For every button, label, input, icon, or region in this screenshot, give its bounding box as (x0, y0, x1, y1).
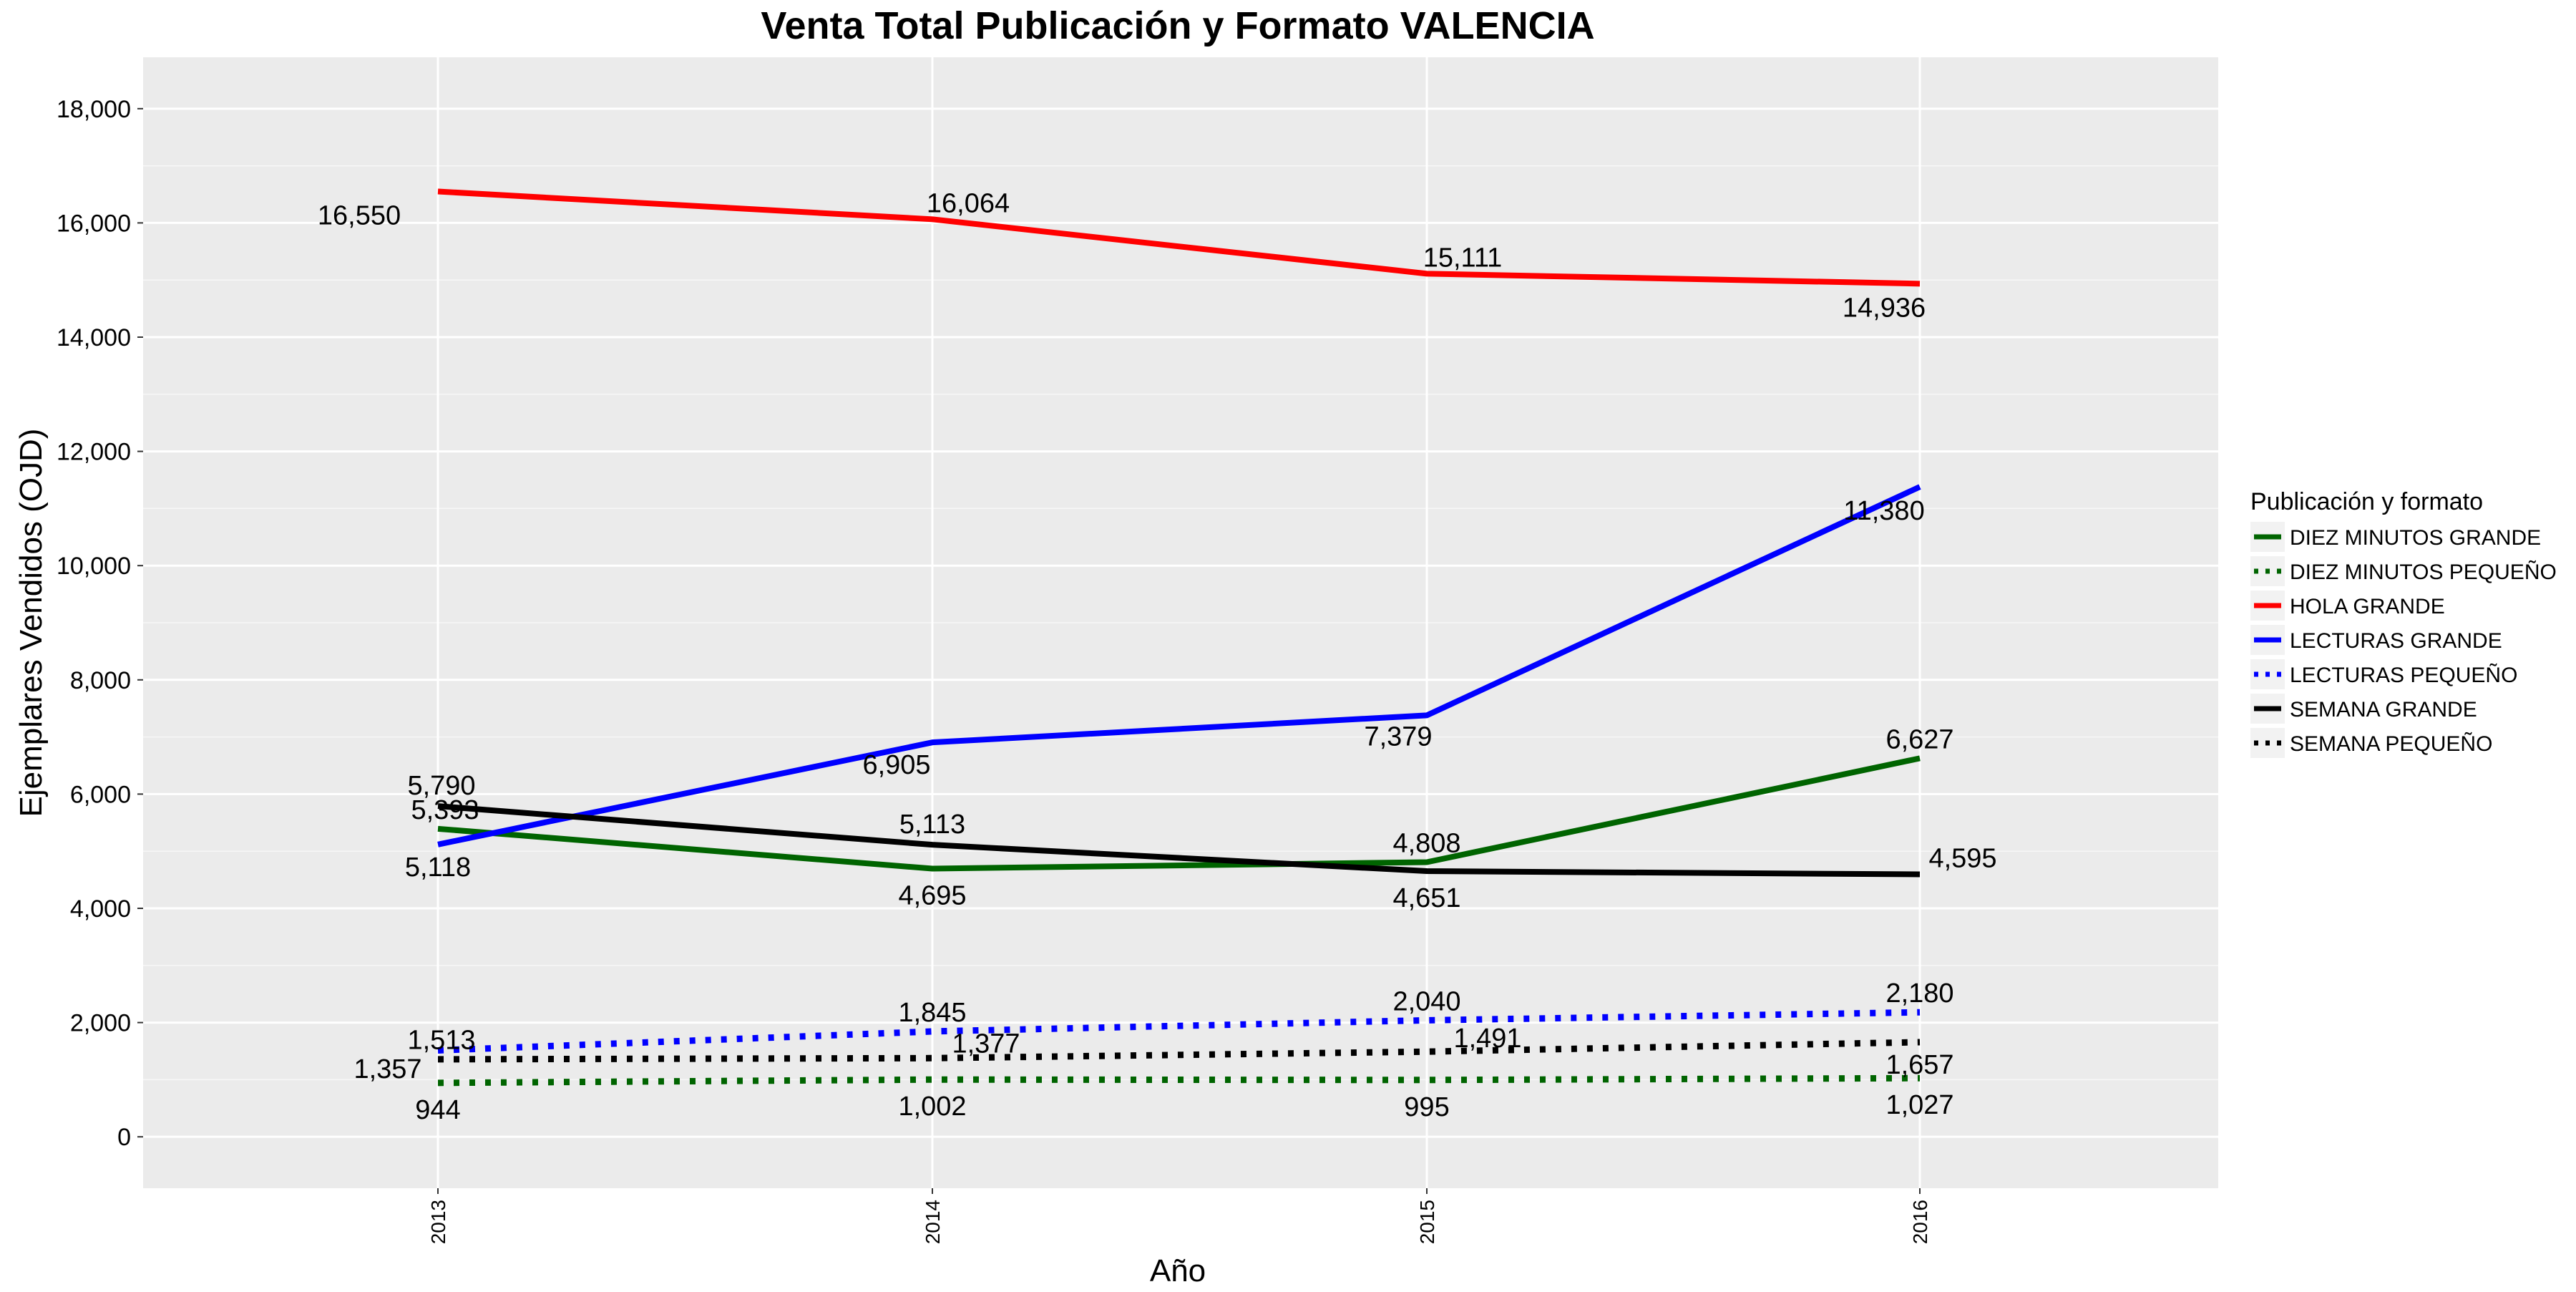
legend-items: DIEZ MINUTOS GRANDE DIEZ MINUTOS PEQUEÑO H… (2250, 522, 2557, 758)
x-axis: 2013 2014 2015 2016 (427, 1188, 1931, 1244)
y-tick-label: 6,000 (70, 781, 131, 808)
data-label: 944 (415, 1095, 460, 1125)
legend: Publicación y formato DIEZ MINUTOS GRAND… (2250, 488, 2557, 758)
x-tick-label: 2015 (1416, 1200, 1438, 1244)
data-label: 5,393 (411, 795, 479, 825)
y-axis: 0 2,000 4,000 6,000 8,000 10,000 12,000 14,000 1… (57, 96, 143, 1151)
y-tick-label: 14,000 (57, 324, 131, 351)
y-tick-label: 10,000 (57, 553, 131, 580)
data-label: 1,027 (1885, 1090, 1953, 1120)
data-label: 5,790 (407, 771, 475, 801)
y-tick-label: 12,000 (57, 439, 131, 466)
data-label: 14,936 (1843, 293, 1926, 323)
series-line (437, 484, 1921, 847)
data-label: 1,513 (407, 1025, 475, 1055)
major-gridlines (143, 57, 2218, 1188)
legend-label: LECTURAS GRANDE (2290, 629, 2502, 653)
data-label: 5,113 (899, 810, 965, 840)
data-label: 6,627 (1885, 724, 1953, 754)
data-label: 995 (1404, 1092, 1449, 1122)
y-tick-label: 2,000 (70, 1010, 131, 1037)
data-label: 4,695 (898, 881, 966, 911)
data-label: 15,111 (1423, 243, 1503, 273)
data-label: 16,550 (318, 201, 401, 231)
data-label: 4,808 (1392, 829, 1460, 859)
y-tick-label: 0 (117, 1124, 131, 1151)
data-label: 16,064 (927, 188, 1010, 218)
data-label: 2,180 (1885, 978, 1953, 1009)
data-label: 4,595 (1928, 844, 1996, 874)
series-line (437, 1074, 1921, 1087)
y-tick-label: 16,000 (57, 210, 131, 237)
y-tick-label: 18,000 (57, 96, 131, 123)
legend-label: DIEZ MINUTOS PEQUEÑO (2290, 560, 2557, 584)
data-label: 11,380 (1843, 496, 1924, 526)
data-label: 1,491 (1453, 1024, 1521, 1054)
legend-label: SEMANA PEQUEÑO (2290, 732, 2492, 756)
data-label: 7,379 (1364, 722, 1432, 752)
legend-label: SEMANA GRANDE (2290, 698, 2477, 722)
x-axis-label: Año (1150, 1253, 1206, 1288)
legend-label: LECTURAS PEQUEÑO (2290, 663, 2517, 687)
chart-title: Venta Total Publicación y Formato VALENC… (761, 4, 1594, 47)
data-labels: 5,393 4,695 4,808 6,627 944 1,002 995 1,027 16,5… (318, 188, 1997, 1125)
data-label: 1,845 (898, 998, 966, 1028)
data-label: 1,357 (353, 1054, 421, 1084)
data-label: 1,377 (952, 1029, 1020, 1059)
x-tick-label: 2013 (427, 1200, 449, 1244)
series-line (437, 755, 1921, 872)
legend-label: HOLA GRANDE (2290, 595, 2445, 618)
series-line (437, 188, 1921, 287)
y-tick-label: 4,000 (70, 895, 131, 923)
data-label: 5,118 (405, 853, 471, 883)
series-line (437, 803, 1921, 878)
data-label: 4,651 (1392, 883, 1460, 913)
x-tick-label: 2014 (922, 1200, 944, 1244)
legend-title: Publicación y formato (2250, 488, 2483, 515)
y-tick-label: 8,000 (70, 667, 131, 694)
series-lines (437, 188, 1921, 1087)
data-label: 1,002 (898, 1092, 966, 1122)
x-tick-label: 2016 (1909, 1200, 1931, 1244)
data-label: 2,040 (1392, 986, 1460, 1016)
data-label: 6,905 (862, 750, 930, 780)
data-label: 1,657 (1885, 1050, 1953, 1080)
series-line (437, 1039, 1921, 1063)
series-line (437, 1009, 1921, 1054)
y-axis-label: Ejemplares Vendidos (OJD) (14, 429, 49, 817)
legend-label: DIEZ MINUTOS GRANDE (2290, 526, 2541, 550)
